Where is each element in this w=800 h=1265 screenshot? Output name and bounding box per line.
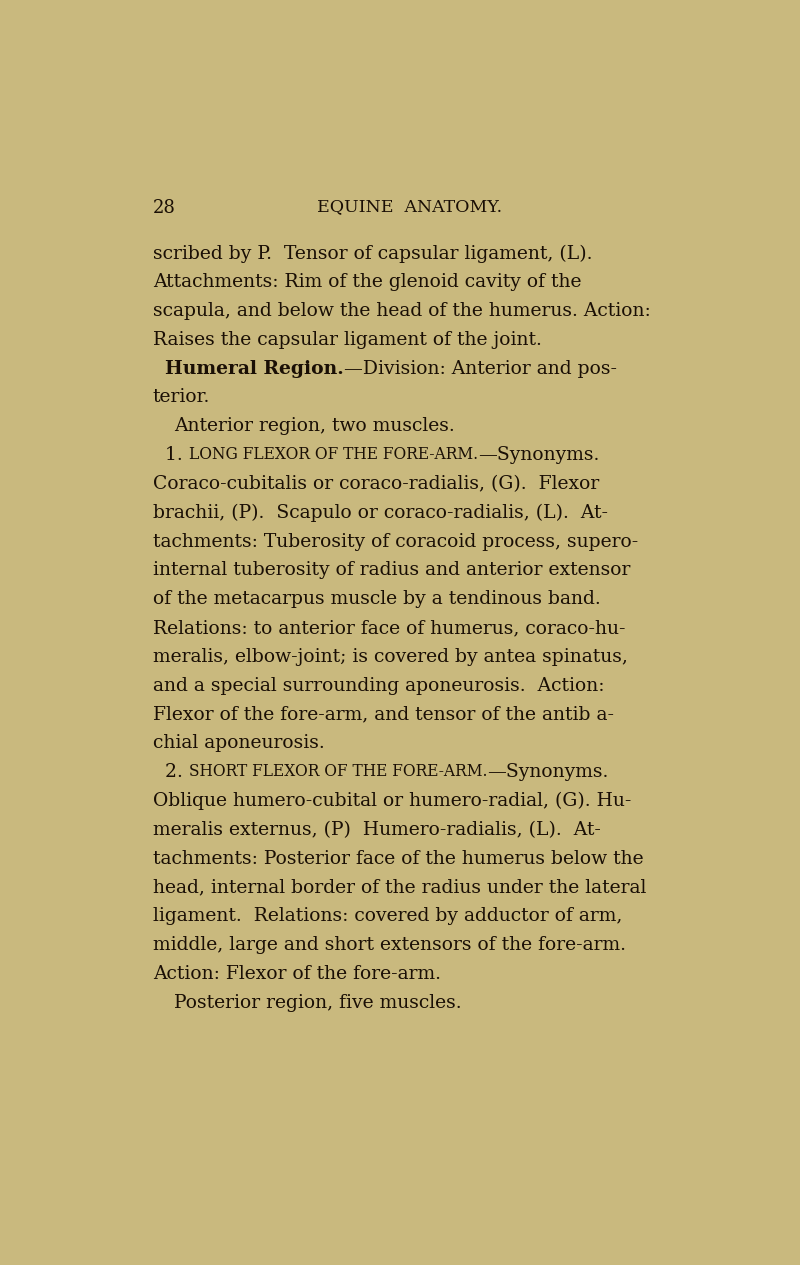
Text: 28: 28 — [153, 199, 175, 216]
Text: Oblique humero-cubital or humero-radial, (G). Hu-: Oblique humero-cubital or humero-radial,… — [153, 792, 631, 811]
Text: chial aponeurosis.: chial aponeurosis. — [153, 735, 325, 753]
Text: meralis, elbow-joint; is covered by antea spinatus,: meralis, elbow-joint; is covered by ante… — [153, 648, 627, 665]
Text: Relations: to anterior face of humerus, coraco-hu-: Relations: to anterior face of humerus, … — [153, 619, 626, 638]
Text: scapula, and below the head of the humerus. Action:: scapula, and below the head of the humer… — [153, 302, 650, 320]
Text: —Synonyms.: —Synonyms. — [478, 447, 599, 464]
Text: scribed by P.  Tensor of capsular ligament, (L).: scribed by P. Tensor of capsular ligamen… — [153, 244, 592, 263]
Text: LONG FLEXOR OF THE FORE-ARM.: LONG FLEXOR OF THE FORE-ARM. — [189, 447, 478, 463]
Text: tachments: Tuberosity of coracoid process, supero-: tachments: Tuberosity of coracoid proces… — [153, 533, 638, 550]
Text: Posterior region, five muscles.: Posterior region, five muscles. — [174, 994, 462, 1012]
Text: terior.: terior. — [153, 388, 210, 406]
Text: and a special surrounding aponeurosis.  Action:: and a special surrounding aponeurosis. A… — [153, 677, 604, 694]
Text: Anterior region, two muscles.: Anterior region, two muscles. — [174, 417, 455, 435]
Text: EQUINE  ANATOMY.: EQUINE ANATOMY. — [318, 199, 502, 215]
Text: meralis externus, (P)  Humero-radialis, (L).  At-: meralis externus, (P) Humero-radialis, (… — [153, 821, 601, 839]
Text: ligament.  Relations: covered by adductor of arm,: ligament. Relations: covered by adductor… — [153, 907, 622, 926]
Text: 1.: 1. — [165, 447, 189, 464]
Text: Raises the capsular ligament of the joint.: Raises the capsular ligament of the join… — [153, 331, 542, 349]
Text: internal tuberosity of radius and anterior extensor: internal tuberosity of radius and anteri… — [153, 562, 630, 579]
Text: —Synonyms.: —Synonyms. — [487, 763, 609, 782]
Text: brachii, (P).  Scapulo or coraco-radialis, (L).  At-: brachii, (P). Scapulo or coraco-radialis… — [153, 503, 608, 522]
Text: Action: Flexor of the fore-arm.: Action: Flexor of the fore-arm. — [153, 965, 441, 983]
Text: Humeral Region.: Humeral Region. — [165, 359, 344, 378]
Text: of the metacarpus muscle by a tendinous band.: of the metacarpus muscle by a tendinous … — [153, 591, 601, 608]
Text: Flexor of the fore-arm, and tensor of the antib a-: Flexor of the fore-arm, and tensor of th… — [153, 706, 614, 724]
Text: Coraco-cubitalis or coraco-radialis, (G).  Flexor: Coraco-cubitalis or coraco-radialis, (G)… — [153, 474, 599, 493]
Text: —Division: Anterior and pos-: —Division: Anterior and pos- — [344, 359, 617, 378]
Text: SHORT FLEXOR OF THE FORE-ARM.: SHORT FLEXOR OF THE FORE-ARM. — [189, 763, 487, 781]
Text: 2.: 2. — [165, 763, 189, 782]
Text: Attachments: Rim of the glenoid cavity of the: Attachments: Rim of the glenoid cavity o… — [153, 273, 581, 291]
Text: middle, large and short extensors of the fore-arm.: middle, large and short extensors of the… — [153, 936, 626, 954]
Text: tachments: Posterior face of the humerus below the: tachments: Posterior face of the humerus… — [153, 850, 643, 868]
Text: head, internal border of the radius under the lateral: head, internal border of the radius unde… — [153, 879, 646, 897]
